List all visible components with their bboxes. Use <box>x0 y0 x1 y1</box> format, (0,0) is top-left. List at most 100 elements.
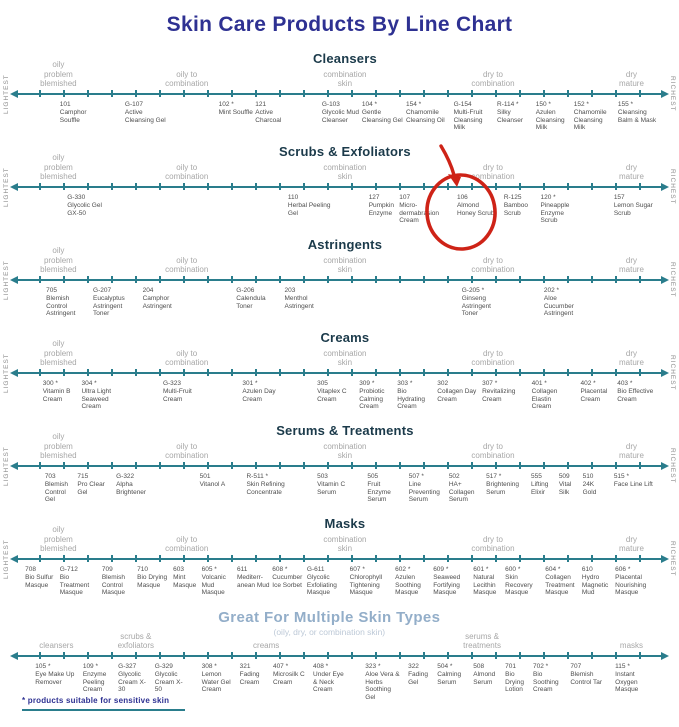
product-code: 703 <box>44 473 56 480</box>
product-code: 102 * <box>218 101 234 108</box>
row-header: Cleansers oily problem blemished oily to c… <box>0 50 679 90</box>
richest-label: RICHEST <box>669 169 676 205</box>
skin-zone-label: oily to combination <box>165 348 209 368</box>
product-name: Blemish Control Gel <box>44 481 68 504</box>
product-name: Line Preventing Serum <box>408 481 440 504</box>
spectrum-axis <box>17 276 662 283</box>
product-name: Almond Honey Scrub <box>456 202 495 217</box>
product-code: 150 * <box>535 101 551 108</box>
skin-zone-label: combination skin <box>323 162 367 182</box>
product-line-row: Masks oily problem blemished oily to combi… <box>0 515 679 608</box>
row-subtitle: (oily, dry, or combination skin) <box>273 627 386 637</box>
product-name: Eye Make Up Remover <box>35 671 75 686</box>
product-code: 503 <box>317 473 328 480</box>
product-name: Bio Hydrating Cream <box>397 388 426 411</box>
product-entry: 303 * Bio Hydrating Cream <box>397 380 433 411</box>
axis-area: LIGHTEST RICHEST <box>0 539 679 579</box>
product-name: Azulen Soothing Masque <box>395 574 421 597</box>
product-name: Azulen Cleansing Milk <box>535 109 565 132</box>
row-title: Great For Multiple Skin Types <box>218 609 441 626</box>
product-entry: 321 Fading Cream <box>240 663 268 686</box>
product-entry: R-125 Bamboo Scrub <box>504 194 538 217</box>
row-header: Creams oily problem blemished oily to comb… <box>0 329 679 369</box>
product-entry: 607 * Chlorophyll Tightening Masque <box>350 566 394 597</box>
product-code: 104 * <box>361 101 378 108</box>
row-title: Scrubs & Exfoliators <box>278 144 411 159</box>
product-code: 701 <box>505 663 517 670</box>
skin-zone-label: dry mature <box>619 534 644 554</box>
product-code: 502 <box>448 473 460 480</box>
product-name: Vitaplex C Cream <box>317 388 347 403</box>
product-name: Glycolic Cream X-50 <box>154 671 183 694</box>
product-name: 24K Gold <box>582 481 597 496</box>
skin-zone-label: combination skin <box>323 255 367 275</box>
product-code: 710 <box>137 566 149 573</box>
product-code: 302 <box>437 380 449 387</box>
product-code: 303 * <box>397 380 413 387</box>
product-code: 203 <box>284 287 296 294</box>
product-entry: G-322 Alpha Brightener <box>116 473 160 496</box>
product-name: Bio Drying Lotion <box>505 671 524 694</box>
skin-zone-label: dry mature <box>619 441 644 461</box>
product-name: Azulen Day Cream <box>242 388 276 403</box>
product-name: Collagen Elastin Cream <box>531 388 558 411</box>
richest-label: RICHEST <box>669 262 676 298</box>
skin-zone-label: masks <box>619 641 644 651</box>
product-code: 709 <box>101 566 113 573</box>
product-code: 606 * <box>615 566 631 573</box>
product-name: Fading Gel <box>408 671 428 686</box>
product-name: Aloe Cucumber Astringent <box>543 295 574 318</box>
product-code: 504 * <box>437 663 453 670</box>
product-entry: 110 Herbal Peeling Gel <box>288 194 336 217</box>
product-name: Placental Cream <box>580 388 608 403</box>
row-title: Astringents <box>307 237 383 252</box>
product-code: 115 * <box>615 663 630 670</box>
product-entry: 408 * Under Eye & Neck Cream <box>313 663 349 694</box>
product-code: 110 <box>287 194 299 201</box>
product-name: Skin Recovery Masque <box>505 574 533 597</box>
skin-zone-label: oily to combination <box>165 69 209 89</box>
product-code: 202 * <box>543 287 560 294</box>
row-title: Cleansers <box>312 51 377 66</box>
product-name: Fruit Enzyme Serum <box>367 481 391 504</box>
product-entry: 600 * Skin Recovery Masque <box>505 566 541 597</box>
products-area: 101 Camphor Souffle G-107 Active Cleansing … <box>0 98 679 142</box>
row-header: Scrubs & Exfoliators oily problem blemish… <box>0 143 679 183</box>
product-code: 155 * <box>617 101 634 108</box>
product-entry: 701 Bio Drying Lotion <box>505 663 531 694</box>
product-code: 407 * <box>272 663 289 670</box>
product-name: Pumpkin Enzyme <box>368 202 394 217</box>
axis-area: LIGHTEST RICHEST <box>0 74 679 114</box>
skin-zone-label: cleansers <box>39 641 74 651</box>
axis-area: LIGHTEST RICHEST <box>0 446 679 486</box>
product-code: 106 <box>456 194 468 201</box>
product-entry: 601 * Natural Lecithin Masque <box>473 566 503 597</box>
product-name: Fading Cream <box>239 671 260 686</box>
row-header: Masks oily problem blemished oily to combi… <box>0 515 679 555</box>
spectrum-axis <box>17 369 662 376</box>
richest-label: RICHEST <box>669 448 676 484</box>
product-code: 321 <box>239 663 251 670</box>
product-code: 304 * <box>81 380 97 387</box>
product-name: Natural Lecithin Masque <box>473 574 497 597</box>
product-code: 605 * <box>201 566 217 573</box>
skin-zone-label: oily to combination <box>165 441 209 461</box>
product-code: 604 * <box>545 566 561 573</box>
row-title: Masks <box>324 516 366 531</box>
product-name: Micro-dermabrasion Cream <box>399 202 439 225</box>
product-code: 402 * <box>580 380 596 387</box>
product-code: 608 * <box>272 566 288 573</box>
product-code: G-154 <box>453 101 472 108</box>
skin-zone-label: combination skin <box>323 69 367 89</box>
product-entry: 602 * Azulen Soothing Masque <box>395 566 431 597</box>
axis-area: LIGHTEST RICHEST <box>0 260 679 300</box>
product-name: Calming Serum <box>437 671 462 686</box>
product-entry: 102 * Mint Souffle <box>219 101 261 117</box>
skin-zone-label: oily problem blemished <box>40 339 77 368</box>
skin-zone-label: dry to combination <box>471 348 515 368</box>
product-code: 507 * <box>408 473 424 480</box>
product-name: Blemish Control Astringent <box>46 295 76 318</box>
product-entry: 322 Fading Gel <box>408 663 434 686</box>
axis-area: LIGHTEST RICHEST <box>0 353 679 393</box>
product-entry: 702 * Bio Soothing Cream <box>533 663 567 694</box>
